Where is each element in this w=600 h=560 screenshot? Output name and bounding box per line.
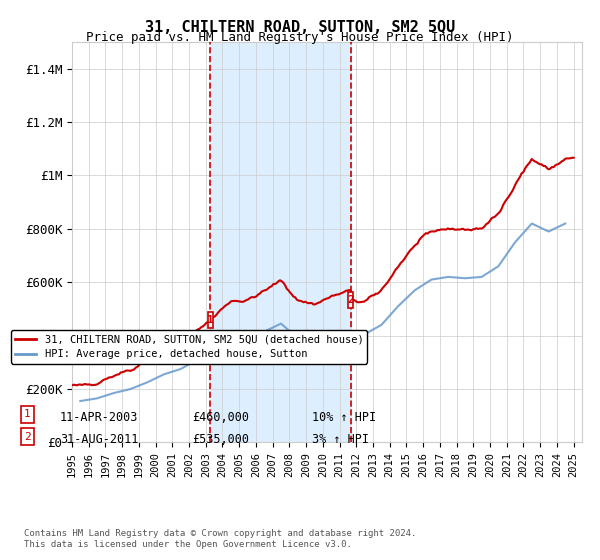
Text: 1: 1 bbox=[24, 409, 31, 419]
Legend: 31, CHILTERN ROAD, SUTTON, SM2 5QU (detached house), HPI: Average price, detache: 31, CHILTERN ROAD, SUTTON, SM2 5QU (deta… bbox=[11, 330, 367, 363]
Text: 1: 1 bbox=[207, 315, 214, 325]
Text: 31, CHILTERN ROAD, SUTTON, SM2 5QU: 31, CHILTERN ROAD, SUTTON, SM2 5QU bbox=[145, 20, 455, 35]
Text: £535,000: £535,000 bbox=[192, 433, 249, 446]
Text: 10% ↑ HPI: 10% ↑ HPI bbox=[312, 410, 376, 424]
Text: 11-APR-2003: 11-APR-2003 bbox=[60, 410, 139, 424]
Text: 31-AUG-2011: 31-AUG-2011 bbox=[60, 433, 139, 446]
Text: Price paid vs. HM Land Registry's House Price Index (HPI): Price paid vs. HM Land Registry's House … bbox=[86, 31, 514, 44]
Text: 2: 2 bbox=[24, 432, 31, 442]
Text: 2: 2 bbox=[347, 295, 354, 305]
Text: £460,000: £460,000 bbox=[192, 410, 249, 424]
Text: 3% ↑ HPI: 3% ↑ HPI bbox=[312, 433, 369, 446]
FancyBboxPatch shape bbox=[208, 311, 213, 328]
Bar bbox=[211, 42, 350, 442]
Text: Contains HM Land Registry data © Crown copyright and database right 2024.
This d: Contains HM Land Registry data © Crown c… bbox=[24, 529, 416, 549]
FancyBboxPatch shape bbox=[348, 292, 353, 307]
